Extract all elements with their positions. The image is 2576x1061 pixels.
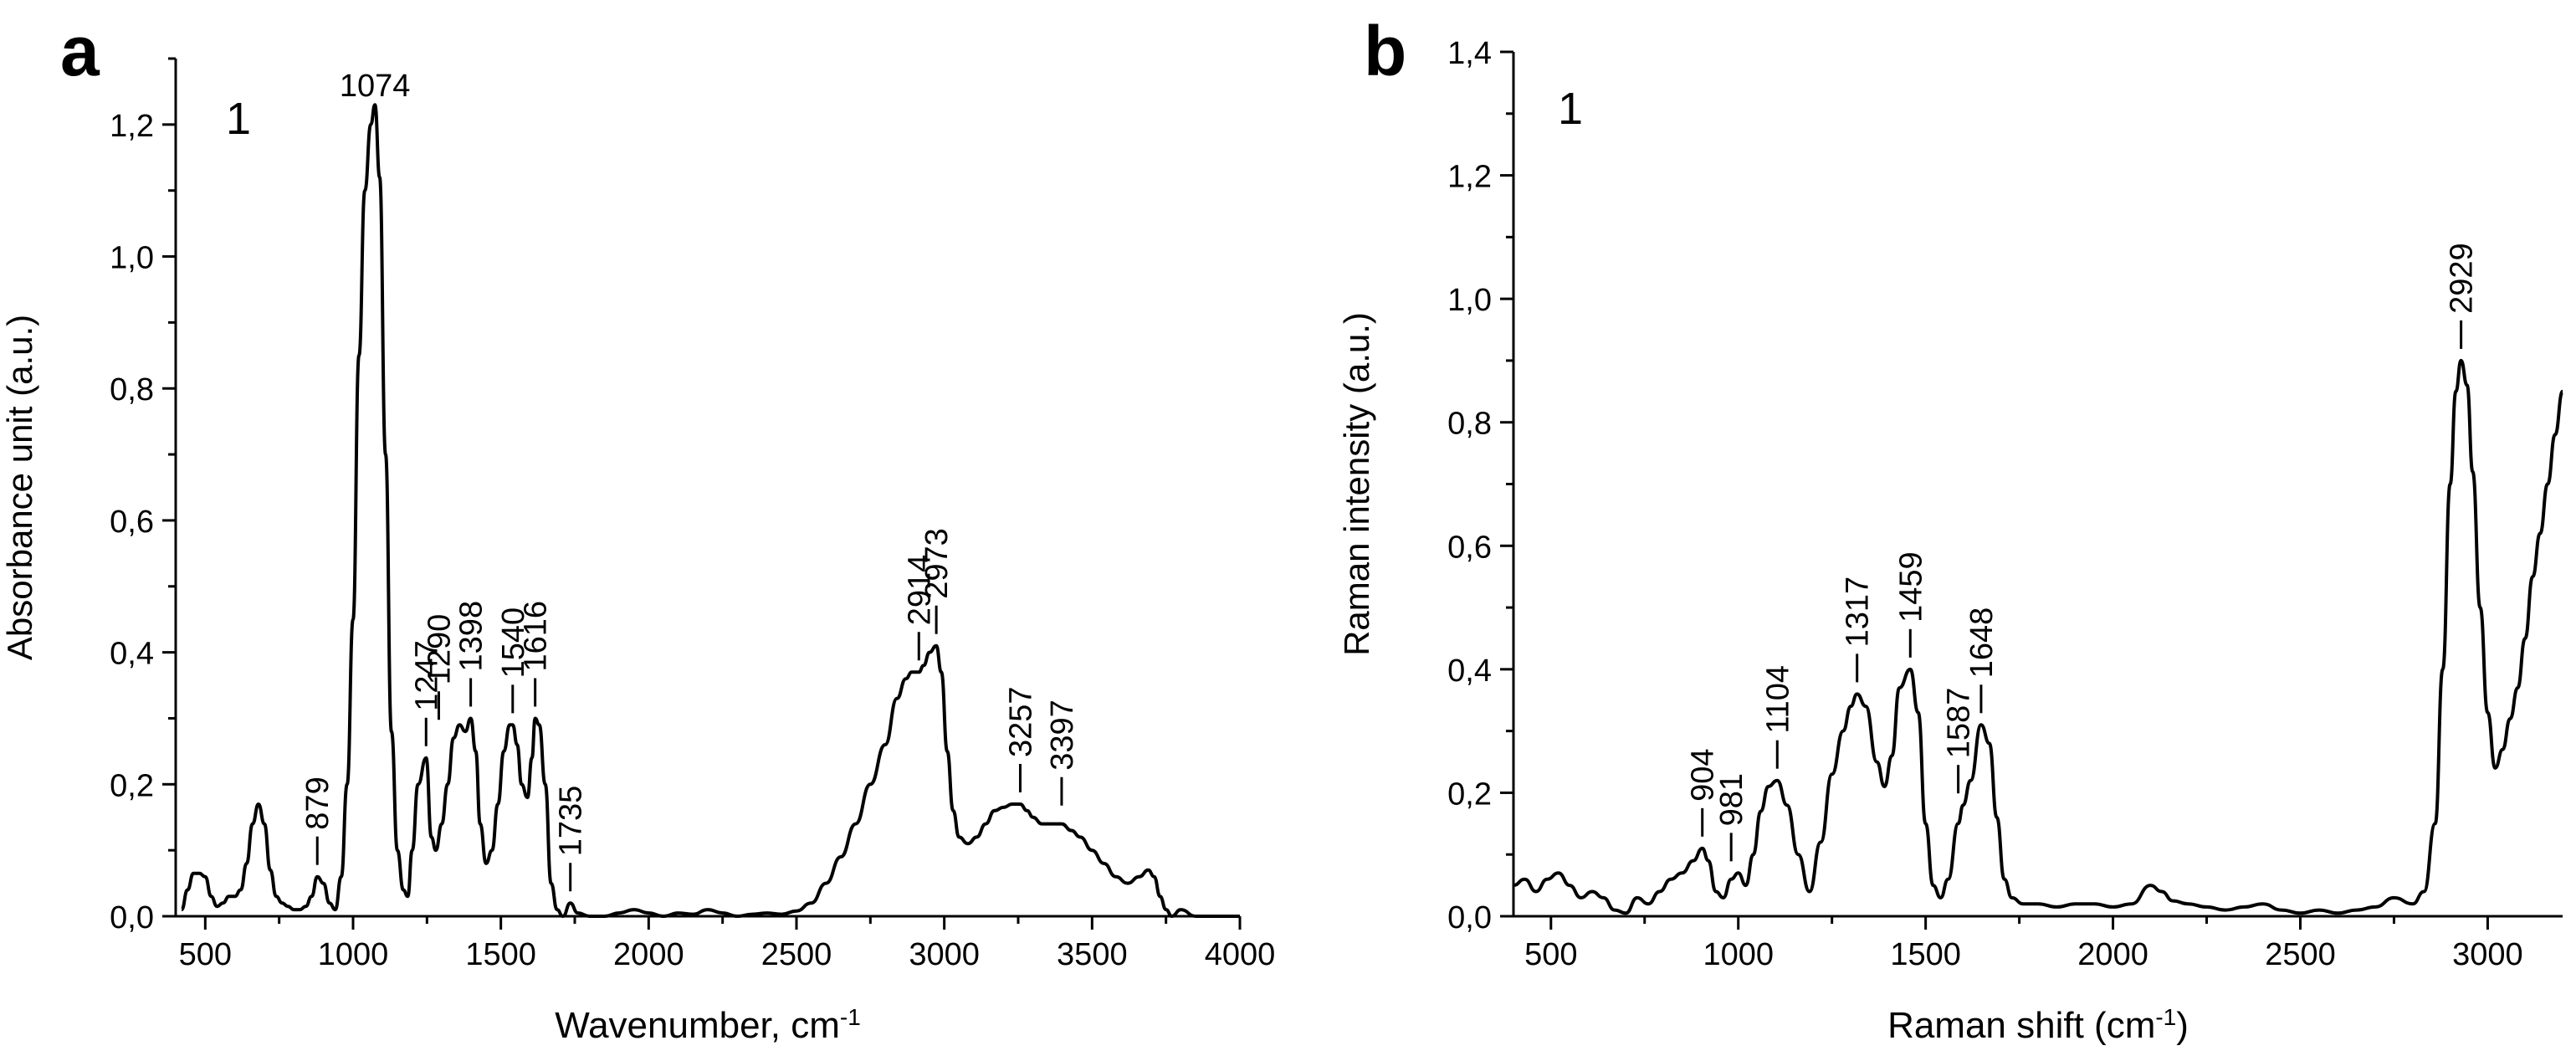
x-tick-label: 500 — [179, 937, 232, 972]
x-tick-label: 4000 — [1205, 937, 1276, 972]
x-tick-label: 3000 — [909, 937, 980, 972]
y-tick-label: 0,4 — [110, 637, 154, 672]
y-tick-label: 0,8 — [1447, 407, 1492, 442]
y-axis-title: Absorbance unit (a.u.) — [0, 315, 39, 660]
y-tick-label: 0,6 — [1447, 530, 1492, 565]
y-tick-label: 0,0 — [1447, 900, 1492, 935]
peak-label: 1317 — [1841, 577, 1876, 648]
peak-label: 3257 — [1003, 686, 1038, 757]
series-label: 1 — [1558, 84, 1583, 134]
peak-label: 1648 — [1964, 607, 2000, 679]
x-axis-title: Wavenumber, cm-1 — [555, 1004, 861, 1047]
peak-label: 1104 — [1760, 665, 1795, 734]
spectrum-line-a — [180, 103, 1240, 918]
x-tick-label: 3500 — [1057, 937, 1128, 972]
y-tick-label: 1,2 — [110, 109, 154, 144]
panel-letter-a: a — [60, 12, 100, 90]
spectrum-line-b — [1513, 358, 2564, 915]
peak-label: 2973 — [919, 528, 955, 599]
peak-label: 2914 — [902, 555, 937, 626]
x-tick-label: 500 — [1524, 937, 1577, 972]
y-axis-title: Raman intensity (a.u.) — [1337, 312, 1376, 656]
series-label: 1 — [226, 94, 251, 144]
x-tick-label: 2500 — [2265, 937, 2336, 972]
peak-label: 1540 — [496, 607, 531, 679]
x-tick-label: 1500 — [1890, 937, 1961, 972]
chart-panel-a: 0,0 0,2 0,4 0,6 0,8 1,0 1,2 500 1000 1500 2000 2500… — [0, 12, 1275, 1046]
peak-label: 1290 — [422, 614, 457, 685]
y-tick-label: 0,2 — [110, 768, 154, 803]
x-tick-label: 3000 — [2452, 937, 2523, 972]
x-tick-label: 2500 — [761, 937, 832, 972]
y-tick-label: 1,0 — [110, 241, 154, 276]
y-tick-label: 0,8 — [110, 372, 154, 407]
x-tick-label: 2000 — [613, 937, 684, 972]
y-tick-label: 0,2 — [1447, 777, 1492, 812]
chart-panel-b: 0,0 0,2 0,4 0,6 0,8 1,0 1,2 1,4 500 1000 1500 2000 2… — [1337, 12, 2564, 1047]
peak-label: 3397 — [1045, 700, 1080, 771]
peak-label: 1074 — [340, 69, 411, 104]
y-tick-label: 1,0 — [1447, 283, 1492, 318]
x-tick-label: 1000 — [1703, 937, 1774, 972]
peak-label: 1587 — [1942, 688, 1977, 759]
peak-label: 904 — [1686, 748, 1721, 801]
y-tick-label: 0,0 — [110, 900, 154, 935]
x-tick-label: 1000 — [318, 937, 389, 972]
x-tick-label: 1500 — [465, 937, 536, 972]
peak-label: 1735 — [554, 786, 589, 857]
y-tick-label: 0,4 — [1447, 654, 1492, 689]
peak-label: 1398 — [454, 601, 489, 672]
peak-label: 879 — [300, 777, 335, 829]
peak-label: 1459 — [1893, 551, 1928, 623]
peak-label: 981 — [1714, 773, 1749, 826]
peak-label: 2929 — [2445, 243, 2480, 314]
y-tick-label: 1,4 — [1447, 36, 1492, 71]
y-tick-label: 0,6 — [110, 505, 154, 540]
y-tick-label: 1,2 — [1447, 160, 1492, 195]
panel-letter-b: b — [1364, 12, 1406, 90]
x-axis-title: Raman shift (cm-1) — [1887, 1004, 2189, 1047]
x-tick-label: 2000 — [2077, 937, 2148, 972]
peak-label: 1616 — [519, 601, 554, 672]
